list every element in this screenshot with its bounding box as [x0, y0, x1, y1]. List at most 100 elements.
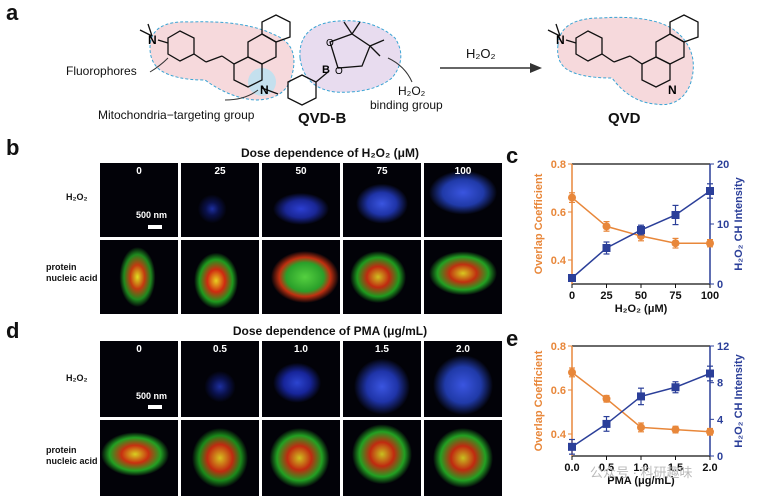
panel-b-h2o2-image-100: 100	[424, 163, 502, 237]
qvd-structure	[547, 14, 699, 88]
data-point-left	[706, 239, 714, 248]
right-y-tick-label: 12	[717, 341, 729, 353]
panel-d-merge-image-0	[100, 420, 178, 496]
x-tick-label: 25	[600, 290, 612, 302]
scale-bar	[148, 225, 162, 229]
label-qvd: QVD	[608, 110, 641, 127]
left-y-axis-label: Overlap Coefficient	[533, 173, 545, 274]
qvdb-atom-o2: O	[335, 66, 343, 77]
left-y-tick-label: 0.8	[551, 341, 566, 353]
dose-label: 1.5	[375, 344, 389, 355]
x-tick-label: 1.0	[633, 462, 648, 474]
series-line-right	[571, 372, 711, 448]
left-y-tick-label: 0.4	[551, 429, 567, 441]
data-point-right	[637, 392, 645, 401]
panel-letter-d: d	[6, 318, 20, 343]
qvdb-atom-n1: N	[148, 33, 157, 47]
data-point-left	[568, 193, 576, 202]
panel-d-row2-label-1: protein	[46, 445, 77, 455]
data-point-left	[671, 239, 680, 248]
left-y-axis-label: Overlap Coefficient	[533, 350, 545, 451]
qvdb-structure	[139, 14, 385, 106]
watermark: 公众号 · 科研趣味	[590, 465, 693, 480]
panel-b-row1-label: H₂O₂	[66, 192, 88, 202]
dose-label: 0	[136, 344, 142, 355]
qvdb-atom-n2: N	[260, 83, 269, 97]
panel-b-h2o2-image-50: 50	[262, 163, 340, 237]
left-y-tick-label: 0.6	[551, 207, 566, 219]
dose-label: 75	[376, 166, 388, 177]
panel-b-merge-image-75	[343, 240, 421, 314]
dose-label: 100	[454, 166, 472, 177]
label-qvdb: QVD-B	[298, 110, 347, 127]
right-y-axis-label: H₂O₂ CH Intensity	[733, 176, 745, 270]
right-y-tick-label: 8	[717, 378, 723, 390]
panel-b-merge-image-50	[262, 240, 340, 314]
dose-label: 25	[214, 166, 226, 177]
panel-b-h2o2-image-25: 25	[181, 163, 259, 237]
panel-b-merge-image-0	[100, 240, 178, 314]
right-y-tick-label: 20	[717, 159, 729, 171]
panel-letter-b: b	[6, 135, 20, 160]
data-point-right	[706, 369, 714, 378]
data-point-left	[671, 425, 680, 434]
panel-d-h2o2-image-1.5: 1.5	[343, 341, 421, 417]
panel-b-merge-image-100	[424, 240, 502, 314]
dose-label: 0	[136, 166, 142, 177]
panel-d-merge-image-1.5	[343, 420, 421, 496]
chart-e: 0.0 0.5 1.0 1.5 2.0 0.4 0.6 0.8 0 4 8 12 PMA (μg/mL)…	[533, 341, 745, 487]
data-point-right	[637, 226, 645, 234]
mito-region	[248, 68, 276, 96]
label-h2o2-binding-1: H₂O₂	[398, 84, 426, 98]
data-point-right	[706, 187, 714, 195]
data-point-right	[602, 244, 611, 252]
data-point-left	[602, 222, 611, 231]
x-tick-label: 50	[635, 290, 647, 302]
panel-d-title: Dose dependence of PMA (μg/mL)	[232, 324, 428, 338]
data-point-left	[602, 394, 611, 403]
panel-letter-a: a	[6, 0, 19, 25]
panel-d-h2o2-image-0: 0 500 nm	[100, 341, 178, 417]
data-point-left	[568, 368, 576, 377]
data-point-right	[568, 274, 576, 282]
left-y-tick-label: 0.8	[551, 159, 566, 171]
panel-letter-e: e	[506, 326, 519, 351]
right-y-tick-label: 10	[717, 219, 729, 231]
data-point-right	[671, 211, 680, 219]
panel-b-merge-image-25	[181, 240, 259, 314]
x-tick-label: 100	[701, 290, 719, 302]
panel-b-row2-label-2: nucleic acid	[46, 273, 98, 283]
chart-c: 0 25 50 75 100 0.4 0.6 0.8 0 10 20 H₂O₂ (μM) Overlap…	[533, 159, 745, 315]
qvdb-atom-o1: O	[326, 38, 334, 49]
annotation-arrows	[149, 57, 413, 101]
panel-d-merge-image-2.0	[424, 420, 502, 496]
x-tick-label: 1.5	[668, 462, 683, 474]
scale-bar	[148, 405, 162, 409]
data-point-left	[706, 427, 714, 436]
data-point-right	[602, 419, 611, 428]
right-y-tick-label: 0	[717, 279, 723, 291]
panel-b-h2o2-image-75: 75	[343, 163, 421, 237]
qvd-atom-n2: N	[668, 83, 677, 97]
panel-d-h2o2-image-0.5: 0.5	[181, 341, 259, 417]
scale-label: 500 nm	[136, 210, 168, 220]
panel-d-merge-image-0.5	[181, 420, 259, 496]
x-axis-label: PMA (μg/mL)	[607, 475, 675, 487]
panel-b-row2-label-1: protein	[46, 262, 77, 272]
panel-d-h2o2-image-1.0: 1.0	[262, 341, 340, 417]
panel-b-h2o2-image-0: 0 500 nm	[100, 163, 178, 237]
right-y-tick-label: 4	[717, 414, 724, 426]
x-axis-label: H₂O₂ (μM)	[615, 303, 668, 315]
data-point-left	[637, 423, 645, 432]
label-mito-group: Mitochondria−targeting group	[98, 108, 255, 122]
right-y-tick-label: 0	[717, 451, 723, 463]
x-tick-label: 2.0	[702, 462, 717, 474]
x-tick-label: 0.0	[564, 462, 579, 474]
x-tick-label: 75	[669, 290, 681, 302]
panel-d-row2-label-2: nucleic acid	[46, 456, 98, 466]
left-y-tick-label: 0.4	[551, 255, 567, 267]
dose-label: 0.5	[213, 344, 227, 355]
scale-label: 500 nm	[136, 391, 168, 401]
dose-label: 2.0	[456, 344, 470, 355]
left-y-tick-label: 0.6	[551, 385, 566, 397]
